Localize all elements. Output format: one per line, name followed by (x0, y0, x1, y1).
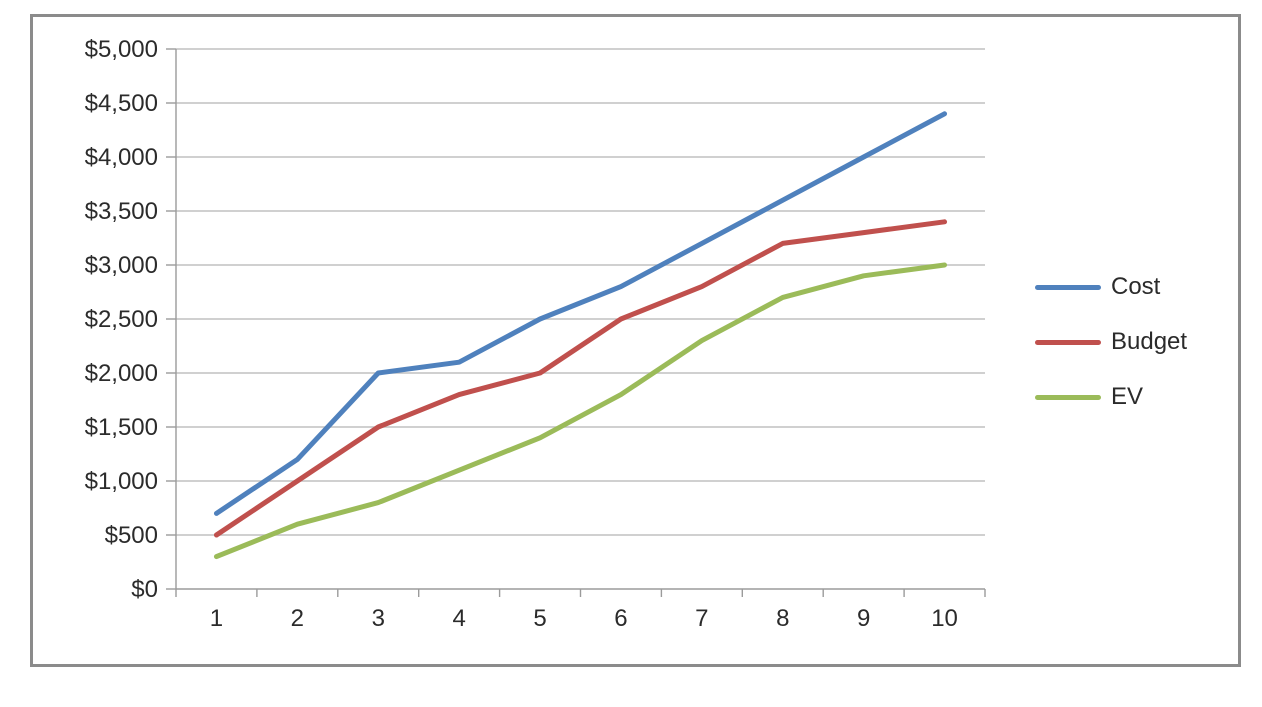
axes (166, 48, 986, 597)
x-tick-label: 1 (210, 605, 223, 632)
y-tick-label: $0 (131, 576, 158, 603)
series-line-ev (213, 262, 948, 560)
x-tick-label: 5 (533, 605, 546, 632)
series-line-cost (213, 111, 948, 516)
x-tick-label: 4 (452, 605, 465, 632)
x-tick-label: 9 (857, 605, 870, 632)
x-tick-label: 2 (291, 605, 304, 632)
legend-item-cost: Cost (1035, 273, 1160, 301)
series-lines (213, 111, 948, 560)
y-tick-label: $3,000 (85, 252, 158, 279)
axis-labels: $0 $500 $1,000 $1,500 $2,000 $2,500 $3,000 $3,5… (85, 36, 958, 632)
y-tick-label: $3,500 (85, 198, 158, 225)
y-tick-label: $1,500 (85, 414, 158, 441)
y-tick-label: $4,000 (85, 144, 158, 171)
x-tick-label: 7 (695, 605, 708, 632)
x-tick-label: 8 (776, 605, 789, 632)
legend-line-icon-cost (1035, 284, 1101, 290)
y-tick-label: $5,000 (85, 36, 158, 63)
y-tick-label: $2,000 (85, 360, 158, 387)
legend-line-icon-ev (1035, 394, 1101, 400)
y-tick-label: $2,500 (85, 306, 158, 333)
x-tick-label: 6 (614, 605, 627, 632)
legend-item-budget: Budget (1035, 328, 1187, 356)
series-line-budget (213, 219, 948, 538)
legend-label-budget: Budget (1111, 328, 1188, 355)
y-tick-label: $1,000 (85, 468, 158, 495)
legend-label-ev: EV (1111, 383, 1144, 410)
y-tick-label: $500 (105, 522, 158, 549)
legend-line-icon-budget (1035, 339, 1101, 345)
x-tick-label: 3 (372, 605, 385, 632)
x-tick-label: 10 (931, 605, 958, 632)
legend-label-cost: Cost (1111, 273, 1161, 300)
gridlines (176, 48, 985, 536)
y-tick-label: $4,500 (85, 90, 158, 117)
legend-item-ev: EV (1035, 383, 1143, 411)
